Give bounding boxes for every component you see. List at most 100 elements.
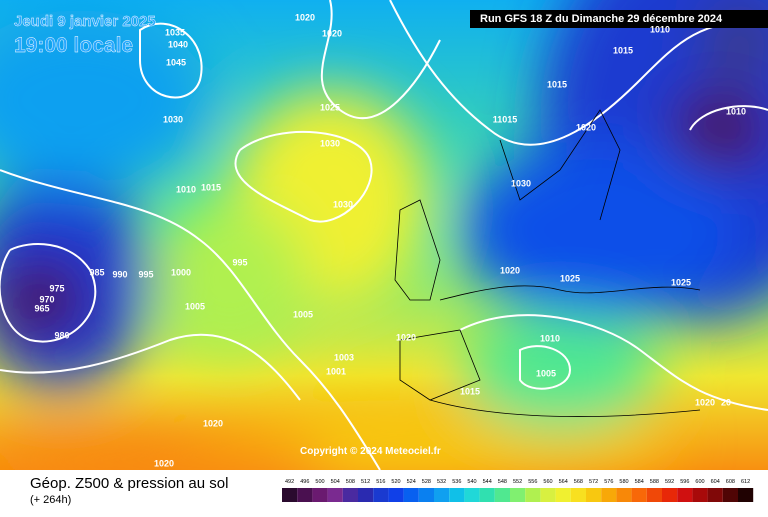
- isobar-label: 1010: [650, 24, 670, 34]
- legend-swatch: [616, 488, 632, 502]
- isobar-label: 970: [39, 294, 54, 304]
- legend-swatch: [510, 488, 526, 502]
- legend-label: 516: [376, 479, 385, 485]
- isobars: [0, 0, 768, 470]
- legend-label: 592: [665, 479, 674, 485]
- legend-label: 572: [589, 479, 598, 485]
- legend-swatch: [692, 488, 708, 502]
- run-banner: [470, 10, 768, 28]
- legend-swatch: [631, 488, 647, 502]
- isobar-label: 1020: [295, 12, 315, 22]
- isobar-labels: 1020 1020 1035 1040 1045 1025 1030 1030 1010 1015…: [34, 12, 746, 468]
- isobar-label: 995: [138, 269, 153, 279]
- legend-swatch: [707, 488, 723, 502]
- copyright: Copyright © 2024 Meteociel.fr: [300, 446, 441, 457]
- legend-label: 500: [315, 479, 324, 485]
- legend-swatch: [403, 488, 419, 502]
- field: [0, 0, 768, 490]
- legend-swatch: [677, 488, 693, 502]
- legend-label: 540: [467, 479, 476, 485]
- run-info: Run GFS 18 Z du Dimanche 29 décembre 202…: [480, 13, 723, 25]
- legend-swatch: [722, 488, 738, 502]
- isobar-label: 1030: [333, 199, 353, 209]
- legend-swatch: [570, 488, 586, 502]
- legend-swatch: [601, 488, 617, 502]
- isobar-label: 975: [49, 283, 64, 293]
- isobar-label: 1005: [293, 309, 313, 319]
- legend-label: 568: [574, 479, 583, 485]
- isobar-label: 1000: [171, 267, 191, 277]
- isobar-label: 980: [54, 330, 69, 340]
- legend-label: 580: [619, 479, 628, 485]
- legend-swatch: [586, 488, 602, 502]
- legend-swatch: [297, 488, 313, 502]
- legend-swatch: [662, 488, 678, 502]
- isobar-label: 1010: [726, 106, 746, 116]
- legend-label: 556: [528, 479, 537, 485]
- legend-label: 560: [543, 479, 552, 485]
- isobar-label: 20: [721, 397, 731, 407]
- valid-time: 19:00 locale: [14, 34, 133, 57]
- isobar-label: 1025: [560, 273, 580, 283]
- legend-label: 588: [650, 479, 659, 485]
- isobar-label: 1020: [396, 332, 416, 342]
- legend-swatch: [479, 488, 495, 502]
- legend-swatch: [449, 488, 465, 502]
- legend-label: 496: [300, 479, 309, 485]
- legend-label: 548: [498, 479, 507, 485]
- isobar-label: 1020: [576, 122, 596, 132]
- legend-swatch: [646, 488, 662, 502]
- legend-label: 552: [513, 479, 522, 485]
- legend-swatch: [388, 488, 404, 502]
- legend-label: 536: [452, 479, 461, 485]
- legend-swatch: [327, 488, 343, 502]
- valid-date: Jeudi 9 janvier 2025: [14, 13, 156, 30]
- legend-label: 492: [285, 479, 294, 485]
- legend-label: 596: [680, 479, 689, 485]
- isobar-label: 995: [232, 257, 247, 267]
- isobar-label: 1015: [547, 79, 567, 89]
- isobar-label: 1003: [334, 352, 354, 362]
- legend-label: 608: [726, 479, 735, 485]
- isobar-label: 1030: [163, 114, 183, 124]
- isobar-label: 1020: [154, 458, 174, 468]
- isobar-label: 1020: [500, 265, 520, 275]
- isobar-label: 1035: [165, 27, 185, 37]
- legend-swatch: [342, 488, 358, 502]
- legend-swatch: [464, 488, 480, 502]
- legend-label: 520: [391, 479, 400, 485]
- isobar-label: 1001: [326, 366, 346, 376]
- isobar-label: 1015: [613, 45, 633, 55]
- isobar-label: 1025: [671, 277, 691, 287]
- legend-swatch: [373, 488, 389, 502]
- legend-label: 584: [635, 479, 644, 485]
- isobar-label: 985: [89, 267, 104, 277]
- legend-swatch: [418, 488, 434, 502]
- legend-swatch: [358, 488, 374, 502]
- isobar-label: 1045: [166, 57, 186, 67]
- isobar-label: 1010: [176, 184, 196, 194]
- isobar-label: 1020: [322, 28, 342, 38]
- isobar-label: 1015: [460, 386, 480, 396]
- isobar-label: 1020: [695, 397, 715, 407]
- legend-label: 544: [483, 479, 492, 485]
- footer-lead: (+ 264h): [30, 494, 71, 506]
- legend-label: 508: [346, 479, 355, 485]
- isobar-label: 1030: [511, 178, 531, 188]
- isobar-label: 1040: [168, 39, 188, 49]
- isobar-label: 1005: [536, 368, 556, 378]
- legend-swatch: [312, 488, 328, 502]
- legend-label: 528: [422, 479, 431, 485]
- isobar-label: 1010: [540, 333, 560, 343]
- isobar-label: 1030: [320, 138, 340, 148]
- legend-swatch: [494, 488, 510, 502]
- legend-label: 512: [361, 479, 370, 485]
- legend-swatch: [555, 488, 571, 502]
- legend-label: 524: [407, 479, 416, 485]
- footer-title: Géop. Z500 & pression au sol: [30, 475, 228, 492]
- legend: 492 496 500 504 508 512 516 520 524 528 532 536 540 5…: [282, 479, 754, 502]
- isobar-label: 1020: [203, 418, 223, 428]
- isobar-label: 1025: [320, 102, 340, 112]
